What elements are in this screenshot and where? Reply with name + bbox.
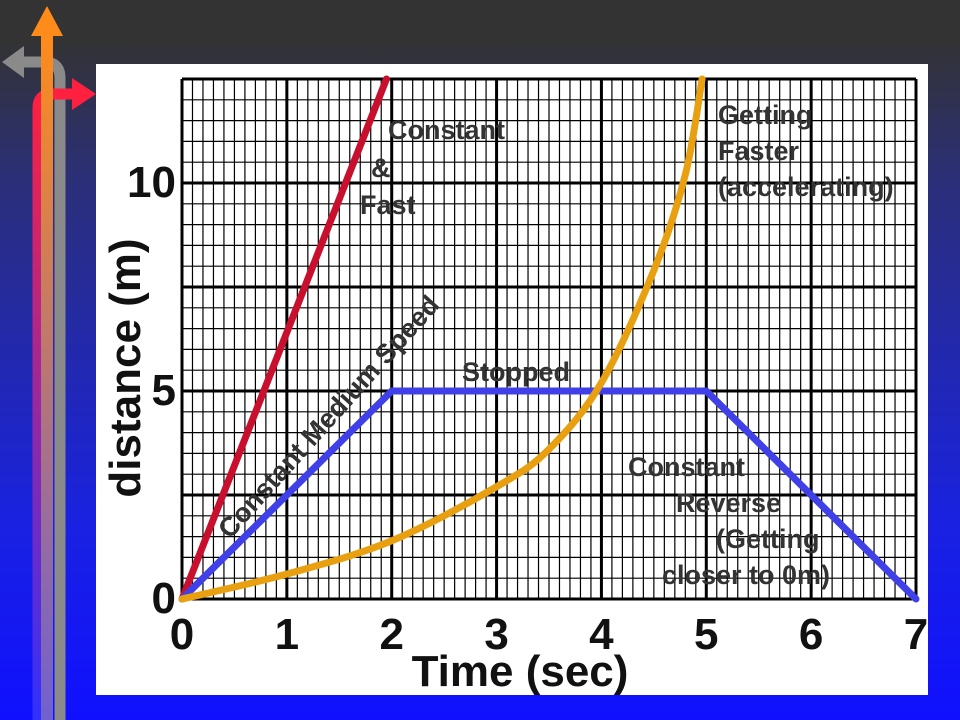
annotation-constant-reverse-line-3: (Getting (716, 524, 819, 554)
x-tick-label: 1 (275, 610, 299, 659)
series-line-constant-fast (178, 75, 390, 603)
orange-arrow-icon (41, 32, 53, 720)
y-tick-label: 10 (127, 158, 176, 207)
x-tick-label: 6 (799, 610, 823, 659)
y-axis-title: distance (m) (101, 238, 150, 497)
annotation-getting-faster: Getting Faster (accelerating) (718, 100, 894, 202)
annotation-constant-reverse-line-4: closer to 0m) (662, 560, 830, 590)
x-tick-label: 3 (484, 610, 508, 659)
annotation-constant-fast: Constant & Fast (360, 115, 505, 220)
annotation-getting-faster-line-2: Faster (718, 136, 800, 166)
annotation-constant-reverse-line-2: Reverse (676, 488, 781, 518)
series-line-accelerating (178, 75, 706, 603)
x-tick-label: 7 (904, 610, 928, 659)
chart-grid (180, 77, 918, 601)
x-tick-label: 2 (379, 610, 403, 659)
y-tick-label: 5 (152, 366, 176, 415)
distance-time-chart: 0 1 2 3 4 5 6 7 0 5 10 Constant & Fast Getting Fas… (101, 75, 928, 695)
x-axis-title: Time (sec) (412, 647, 629, 695)
annotation-constant-reverse: Constant Reverse (Getting closer to 0m) (628, 452, 830, 590)
x-tick-label: 4 (589, 610, 614, 659)
annotation-stopped: Stopped (462, 357, 570, 387)
red-arrowhead-icon (72, 78, 96, 110)
series-group (178, 75, 920, 603)
x-tick-label: 5 (694, 610, 718, 659)
annotation-stopped-line-1: Stopped (462, 357, 570, 387)
annotation-constant-fast-line-2: & (371, 153, 391, 183)
series-line-constant-medium (178, 387, 920, 603)
annotation-getting-faster-line-1: Getting (718, 100, 813, 130)
orange-arrowhead-icon (31, 6, 63, 36)
annotation-constant-reverse-line-1: Constant (628, 452, 745, 482)
gray-arrowhead-icon (2, 46, 24, 78)
y-tick-label: 0 (152, 574, 176, 623)
chart-panel: 0 1 2 3 4 5 6 7 0 5 10 Constant & Fast Getting Fas… (96, 64, 928, 695)
decorative-arrows (2, 6, 96, 720)
x-tick-label: 0 (170, 610, 194, 659)
annotation-constant-fast-line-3: Fast (360, 190, 416, 220)
tick-labels: 0 1 2 3 4 5 6 7 0 5 10 (127, 158, 928, 659)
annotation-constant-fast-line-1: Constant (388, 115, 505, 145)
annotation-getting-faster-line-3: (accelerating) (718, 172, 894, 202)
